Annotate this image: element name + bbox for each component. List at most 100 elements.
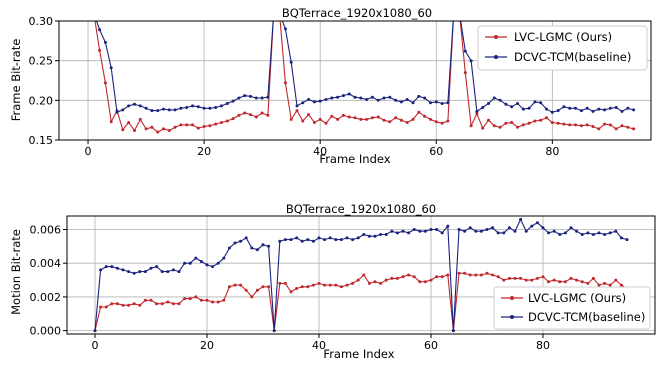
data-point-0 <box>510 121 514 124</box>
data-point-1 <box>127 104 131 108</box>
data-point-1 <box>376 98 380 102</box>
data-point-1 <box>194 256 198 260</box>
data-point-0 <box>502 278 506 282</box>
data-point-0 <box>156 130 160 134</box>
legend-marker-dcvc <box>510 315 514 319</box>
data-point-1 <box>481 106 485 109</box>
data-point-1 <box>370 95 374 99</box>
data-point-0 <box>104 305 108 309</box>
data-point-1 <box>429 228 433 231</box>
data-point-0 <box>225 119 229 123</box>
data-point-0 <box>619 283 623 287</box>
x-tick-label: 80 <box>545 145 559 158</box>
data-point-1 <box>384 233 388 236</box>
data-point-0 <box>452 12 455 15</box>
data-point-1 <box>311 239 315 243</box>
data-point-0 <box>311 283 315 287</box>
data-point-0 <box>211 300 215 304</box>
data-point-1 <box>323 238 327 242</box>
data-point-1 <box>109 66 113 70</box>
data-point-0 <box>562 122 566 126</box>
data-point-0 <box>591 276 595 280</box>
chart-title: BQTerrace_1920x1080_60 <box>286 202 436 216</box>
y-tick-label: 0.006 <box>30 223 62 236</box>
data-point-1 <box>367 234 371 238</box>
data-point-0 <box>307 113 311 117</box>
data-point-1 <box>580 233 584 236</box>
y-tick-label: 0.004 <box>30 257 62 270</box>
data-point-0 <box>347 115 351 119</box>
data-point-0 <box>289 290 293 294</box>
data-point-1 <box>231 99 235 103</box>
data-point-0 <box>373 280 377 284</box>
data-point-1 <box>407 231 411 235</box>
x-tick-label: 0 <box>85 145 92 158</box>
data-point-0 <box>533 119 537 123</box>
data-point-0 <box>591 125 595 128</box>
data-point-1 <box>568 106 572 110</box>
data-point-1 <box>347 92 351 96</box>
legend-marker-dcvc <box>494 55 498 59</box>
data-point-1 <box>586 231 590 235</box>
data-point-0 <box>317 281 321 285</box>
data-point-0 <box>429 117 432 121</box>
data-point-0 <box>216 300 220 304</box>
data-point-0 <box>121 128 125 132</box>
data-point-0 <box>99 305 103 309</box>
data-point-1 <box>474 229 478 233</box>
data-point-1 <box>591 233 595 236</box>
x-tick-label: 40 <box>313 145 327 158</box>
data-point-1 <box>334 238 338 242</box>
legend: LVC-LGMC (Ours) DCVC-TCM(baseline) <box>477 25 648 71</box>
data-point-1 <box>451 329 455 333</box>
data-point-0 <box>127 121 131 124</box>
data-point-0 <box>167 129 171 132</box>
data-point-0 <box>608 283 612 287</box>
data-point-0 <box>412 275 416 279</box>
data-point-0 <box>220 121 223 124</box>
data-point-0 <box>474 273 478 277</box>
data-point-1 <box>603 233 607 236</box>
data-point-0 <box>519 276 523 280</box>
data-point-0 <box>498 125 502 129</box>
data-point-0 <box>547 280 551 284</box>
data-point-0 <box>103 81 107 85</box>
data-point-0 <box>457 271 461 275</box>
data-point-0 <box>579 124 583 128</box>
data-point-0 <box>183 297 187 301</box>
data-point-1 <box>485 228 489 231</box>
data-point-0 <box>328 283 332 287</box>
data-point-0 <box>255 288 259 292</box>
data-point-0 <box>334 283 338 287</box>
data-point-1 <box>196 105 200 109</box>
chart-title: BQTerrace_1920x1080_60 <box>282 6 432 20</box>
data-point-1 <box>150 109 154 113</box>
data-point-0 <box>580 280 584 284</box>
data-point-0 <box>492 124 496 128</box>
data-point-1 <box>475 109 479 113</box>
data-point-0 <box>185 123 189 127</box>
data-point-0 <box>179 123 183 127</box>
plot-frame <box>58 20 652 141</box>
data-point-0 <box>127 303 131 307</box>
data-point-1 <box>227 246 231 250</box>
data-point-1 <box>552 229 556 233</box>
data-point-1 <box>468 226 472 230</box>
data-point-1 <box>388 95 392 99</box>
data-point-0 <box>405 121 409 124</box>
data-point-0 <box>272 12 275 15</box>
data-point-1 <box>510 105 514 109</box>
data-point-1 <box>324 98 328 101</box>
data-point-1 <box>103 40 107 44</box>
series-clip-group <box>93 217 629 333</box>
data-point-1 <box>208 106 212 110</box>
data-point-0 <box>87 12 90 15</box>
data-point-0 <box>138 303 142 307</box>
legend-label-lvc: LVC-LGMC (Ours) <box>528 291 626 305</box>
x-tick-label: 60 <box>424 339 438 352</box>
data-point-0 <box>133 129 136 132</box>
data-point-1 <box>301 101 305 105</box>
data-point-1 <box>527 106 531 110</box>
data-point-0 <box>434 120 438 124</box>
data-point-0 <box>339 285 343 289</box>
